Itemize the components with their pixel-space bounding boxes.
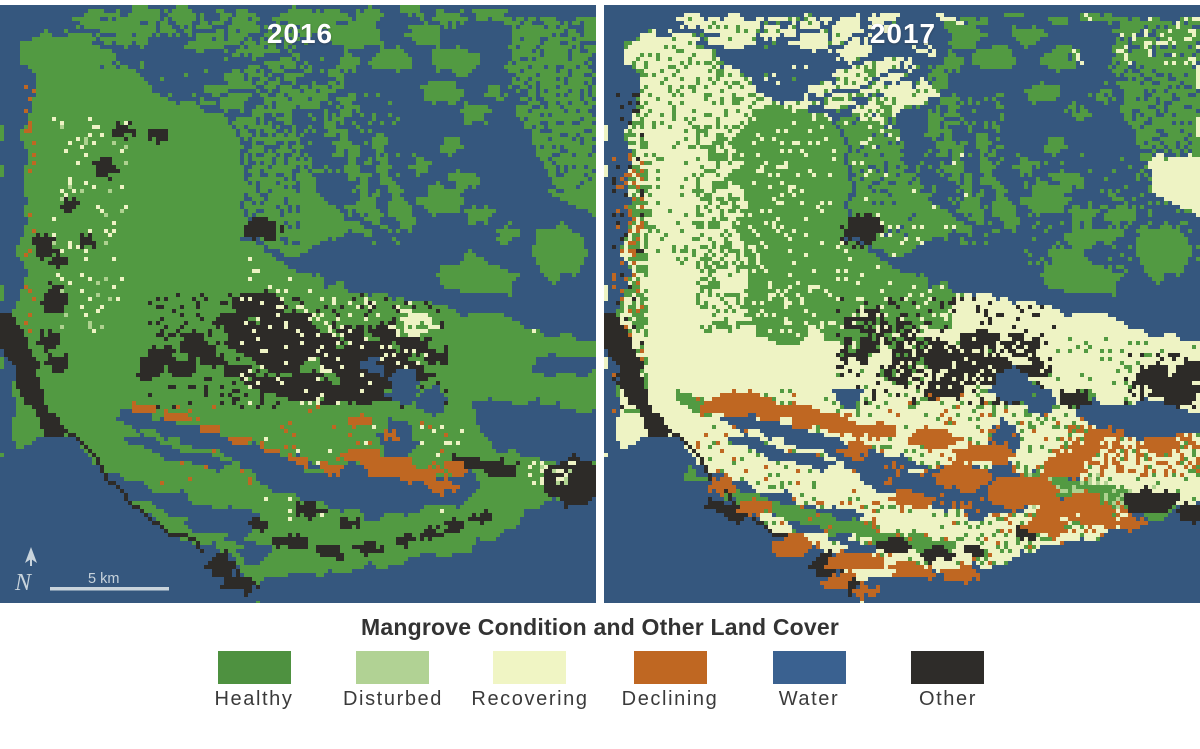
svg-text:N: N bbox=[14, 570, 33, 596]
svg-text:5 km: 5 km bbox=[88, 571, 119, 587]
